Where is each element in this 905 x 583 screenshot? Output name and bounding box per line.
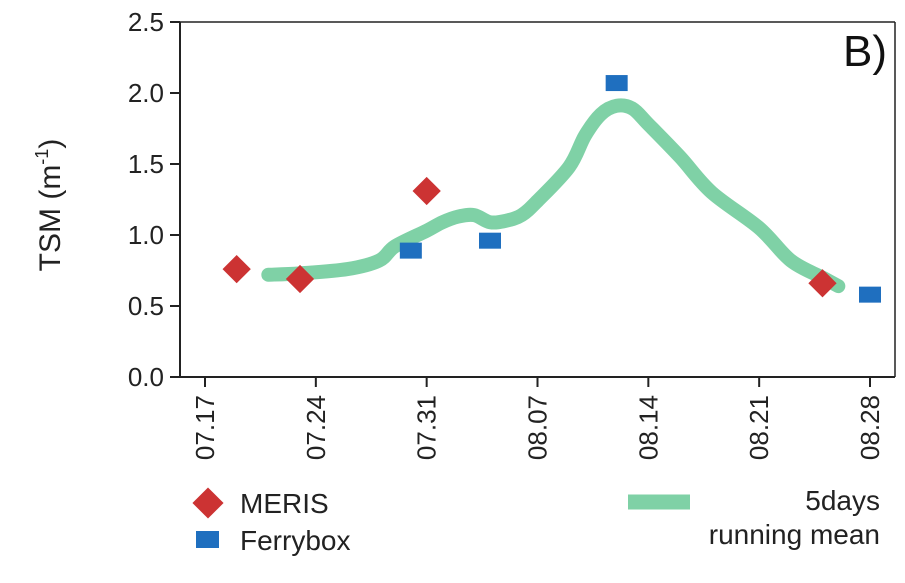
ferrybox-point	[479, 232, 501, 249]
legend: MERIS Ferrybox 5days running mean	[192, 485, 880, 556]
legend-mean-label-line2: running mean	[709, 519, 880, 550]
x-tick-label: 08.21	[744, 395, 774, 460]
plot-frame	[179, 21, 896, 378]
x-axis-ticks: 07.17 07.24 07.31 08.07 08.14 08.21 08.28	[190, 377, 885, 460]
legend-meris-label: MERIS	[240, 488, 329, 519]
y-axis-title: TSM (m-1)	[32, 139, 67, 272]
x-tick-label: 07.31	[412, 395, 442, 460]
legend-meris-marker	[192, 487, 224, 519]
x-tick-label: 08.14	[633, 395, 663, 460]
ferrybox-point	[605, 75, 628, 92]
y-tick-label: 2.0	[128, 78, 164, 108]
legend-ferrybox-marker	[196, 531, 219, 548]
y-tick-label: 1.5	[128, 149, 164, 179]
panel-label: B)	[843, 27, 887, 76]
meris-point	[808, 269, 837, 298]
ferrybox-point	[399, 242, 422, 259]
x-tick-label: 07.24	[301, 395, 331, 460]
meris-point	[412, 176, 441, 206]
x-tick-label: 08.07	[523, 395, 553, 460]
x-tick-label: 08.28	[855, 395, 885, 460]
y-axis-title-main: TSM (m	[34, 165, 67, 272]
legend-ferrybox-label: Ferrybox	[240, 525, 350, 556]
series-layer	[222, 75, 881, 303]
y-tick-label: 1.0	[128, 220, 164, 250]
meris-point	[222, 254, 251, 284]
ferrybox-point	[859, 286, 881, 303]
x-tick-label: 07.17	[190, 395, 220, 460]
running-mean-line	[261, 98, 846, 294]
y-axis-title-superscript: -1	[32, 149, 52, 165]
legend-mean-label-line1: 5days	[805, 485, 880, 516]
y-axis-ticks: 0.0 0.5 1.0 1.5 2.0 2.5	[128, 7, 180, 392]
y-tick-label: 2.5	[128, 7, 164, 37]
y-axis-title-close: )	[34, 139, 67, 149]
y-tick-label: 0.0	[128, 362, 164, 392]
y-tick-label: 0.5	[128, 291, 164, 321]
